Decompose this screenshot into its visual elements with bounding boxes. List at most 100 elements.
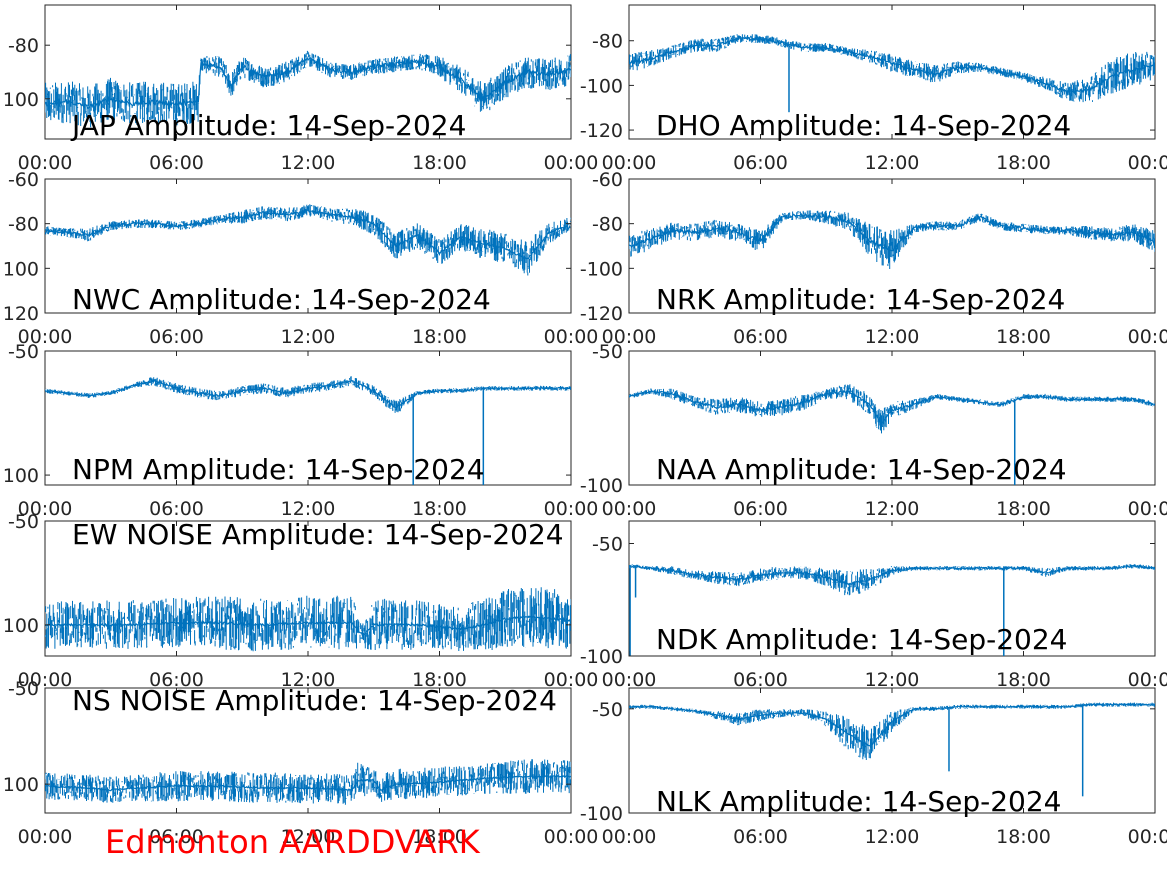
series-envelope bbox=[45, 204, 571, 276]
series-line bbox=[45, 56, 571, 110]
x-tick-label: 00:00 bbox=[1128, 152, 1167, 174]
series-line bbox=[45, 208, 571, 260]
x-tick-label: 18:00 bbox=[412, 152, 467, 174]
y-tick-label: -60 bbox=[8, 169, 39, 191]
y-tick-label: -100 bbox=[580, 646, 623, 668]
chart-panel: 00:00 06:00 12:00 18:00 00:00 -80 -100 -120 DHO … bbox=[580, 4, 1167, 174]
plot-frame bbox=[628, 687, 1156, 814]
series-line bbox=[45, 614, 571, 637]
x-tick-label: 12:00 bbox=[281, 826, 336, 848]
y-tick-label: -50 bbox=[8, 341, 39, 363]
x-tick-label: 18:00 bbox=[412, 669, 467, 691]
plot-frame bbox=[44, 687, 572, 814]
x-tick-label: 00:00 bbox=[544, 826, 599, 848]
series-line bbox=[629, 389, 1155, 424]
x-tick-label: 06:00 bbox=[733, 669, 788, 691]
y-tick-label: -100 bbox=[580, 475, 623, 497]
x-tick-label: 12:00 bbox=[865, 152, 920, 174]
x-tick-label: 00:00 bbox=[18, 152, 73, 174]
x-tick-label: 06:00 bbox=[149, 669, 204, 691]
y-tick-label: -120 bbox=[580, 303, 623, 325]
x-tick-label: 00:00 bbox=[1128, 326, 1167, 348]
chart-panel: 00:00 06:00 12:00 18:00 00:00 -50 100 NPM Ampli… bbox=[3, 341, 599, 520]
chart-panel: 00:00 06:00 12:00 18:00 00:00 -50 -100 NDK Ampl… bbox=[580, 520, 1167, 691]
x-tick-label: 00:00 bbox=[1128, 826, 1167, 848]
y-tick-label: 100 bbox=[3, 465, 39, 487]
series-line bbox=[629, 211, 1155, 252]
x-tick-label: 06:00 bbox=[149, 326, 204, 348]
x-tick-label: 18:00 bbox=[996, 152, 1051, 174]
y-tick-label: -50 bbox=[592, 534, 623, 556]
panel-title: NLK Amplitude: 14-Sep-2024 bbox=[656, 785, 1062, 818]
x-tick-label: 00:00 bbox=[544, 152, 599, 174]
x-tick-label: 12:00 bbox=[865, 498, 920, 520]
y-tick-label: -50 bbox=[8, 511, 39, 533]
y-tick-label: -60 bbox=[592, 169, 623, 191]
series-line bbox=[45, 774, 571, 792]
x-tick-label: 06:00 bbox=[733, 326, 788, 348]
x-tick-label: 18:00 bbox=[996, 826, 1051, 848]
series-line bbox=[45, 379, 571, 409]
y-tick-label: 100 bbox=[3, 258, 39, 280]
x-tick-label: 06:00 bbox=[149, 152, 204, 174]
chart-panel: 00:00 06:00 12:00 18:00 00:00 -60 -80 -100 -120 N… bbox=[580, 169, 1167, 348]
panel-title: NWC Amplitude: 14-Sep-2024 bbox=[72, 283, 491, 316]
x-tick-label: 12:00 bbox=[281, 669, 336, 691]
x-tick-label: 00:00 bbox=[602, 669, 657, 691]
x-tick-label: 18:00 bbox=[412, 826, 467, 848]
series-envelope bbox=[45, 759, 571, 805]
panel-title: JAP Amplitude: 14-Sep-2024 bbox=[70, 109, 466, 142]
x-tick-label: 00:00 bbox=[544, 669, 599, 691]
series-envelope bbox=[45, 587, 571, 652]
y-tick-label: -80 bbox=[592, 214, 623, 236]
y-tick-label: 120 bbox=[3, 303, 39, 325]
panel-title: EW NOISE Amplitude: 14-Sep-2024 bbox=[72, 518, 564, 551]
x-tick-label: 18:00 bbox=[996, 669, 1051, 691]
x-tick-label: 00:00 bbox=[18, 826, 73, 848]
y-tick-label: -120 bbox=[580, 120, 623, 142]
x-tick-label: 18:00 bbox=[996, 498, 1051, 520]
x-tick-label: 18:00 bbox=[996, 326, 1051, 348]
x-tick-label: 06:00 bbox=[149, 826, 204, 848]
x-tick-label: 00:00 bbox=[1128, 498, 1167, 520]
chart-panel: 00:00 06:00 12:00 18:00 00:00 -50 100 NS NOISE … bbox=[3, 678, 599, 848]
series-line bbox=[629, 35, 1155, 95]
panel-title: NAA Amplitude: 14-Sep-2024 bbox=[656, 453, 1067, 486]
x-tick-label: 06:00 bbox=[733, 152, 788, 174]
x-tick-label: 12:00 bbox=[281, 498, 336, 520]
x-tick-label: 00:00 bbox=[602, 826, 657, 848]
panel-title: NRK Amplitude: 14-Sep-2024 bbox=[656, 283, 1065, 316]
y-tick-label: -100 bbox=[580, 258, 623, 280]
panel-title: NPM Amplitude: 14-Sep-2024 bbox=[72, 453, 485, 486]
chart-panel: 00:00 06:00 12:00 18:00 00:00 -80 100 JAP Ampli… bbox=[3, 4, 599, 174]
x-tick-label: 12:00 bbox=[865, 669, 920, 691]
y-tick-label: 100 bbox=[3, 615, 39, 637]
x-tick-label: 18:00 bbox=[412, 498, 467, 520]
y-tick-label: -80 bbox=[8, 214, 39, 236]
y-tick-label: -80 bbox=[8, 35, 39, 57]
plot-frame bbox=[628, 4, 1156, 140]
x-tick-label: 00:00 bbox=[602, 498, 657, 520]
chart-panel: 00:00 06:00 12:00 18:00 00:00 -50 100 EW NOISE … bbox=[3, 511, 599, 691]
y-tick-label: -100 bbox=[580, 803, 623, 825]
y-tick-label: -50 bbox=[592, 699, 623, 721]
plot-frame bbox=[44, 178, 572, 314]
x-tick-label: 18:00 bbox=[412, 326, 467, 348]
x-tick-label: 12:00 bbox=[865, 826, 920, 848]
series-line bbox=[629, 703, 1155, 747]
x-tick-label: 06:00 bbox=[733, 498, 788, 520]
y-tick-label: -80 bbox=[592, 31, 623, 53]
site-label: Edmonton AARDDVARK bbox=[105, 823, 480, 861]
x-tick-label: 00:00 bbox=[18, 669, 73, 691]
x-tick-label: 12:00 bbox=[865, 326, 920, 348]
x-tick-label: 06:00 bbox=[149, 498, 204, 520]
panel-title: NS NOISE Amplitude: 14-Sep-2024 bbox=[72, 684, 557, 717]
y-tick-label: -50 bbox=[592, 341, 623, 363]
x-tick-label: 00:00 bbox=[1128, 669, 1167, 691]
chart-panel: 00:00 06:00 12:00 18:00 00:00 -50 -100 NAA Ampl… bbox=[580, 341, 1167, 520]
x-tick-label: 12:00 bbox=[281, 152, 336, 174]
x-tick-label: 00:00 bbox=[544, 326, 599, 348]
series-line bbox=[629, 564, 1155, 586]
chart-panel: 00:00 06:00 12:00 18:00 00:00 -50 -100 NLK Ampl… bbox=[580, 687, 1167, 848]
